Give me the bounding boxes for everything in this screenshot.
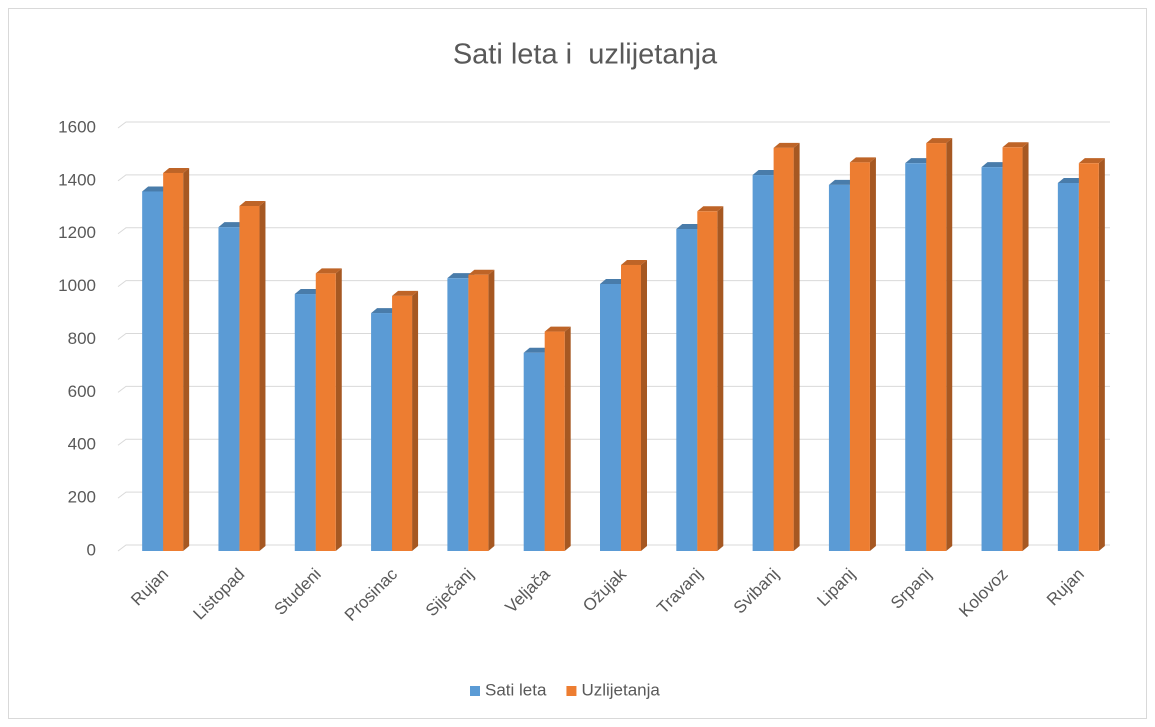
- legend-swatch: [566, 686, 577, 696]
- bar-top: [752, 170, 780, 176]
- bar-top: [1002, 142, 1029, 148]
- legend-label: Uzlijetanja: [581, 680, 660, 699]
- bar: [773, 147, 794, 551]
- bar: [239, 205, 260, 551]
- bar: [1057, 182, 1079, 552]
- legend-swatch: [470, 686, 480, 696]
- bar-top: [392, 290, 419, 296]
- bar-top: [447, 273, 475, 279]
- bar-top: [218, 222, 246, 228]
- bar-top: [315, 268, 342, 274]
- bar: [849, 162, 870, 551]
- bar: [926, 143, 947, 551]
- bar-top: [905, 158, 933, 164]
- bar-top: [468, 269, 495, 275]
- bar: [523, 352, 545, 551]
- y-tick-label: 600: [68, 382, 96, 401]
- bar: [981, 167, 1003, 551]
- bar-side: [793, 142, 800, 551]
- bar-side: [259, 200, 266, 551]
- y-tick-label: 800: [68, 329, 96, 348]
- bar-top: [828, 179, 856, 185]
- bar-top: [1057, 177, 1085, 183]
- bar-top: [697, 206, 724, 212]
- grid-line: [117, 121, 1110, 129]
- bar: [544, 331, 565, 551]
- bar: [218, 227, 240, 551]
- bar-top: [163, 167, 190, 173]
- bar-top: [371, 308, 399, 314]
- bar-top: [773, 142, 800, 148]
- bar: [163, 172, 184, 551]
- bar-top: [849, 157, 876, 163]
- bar-side: [946, 138, 953, 551]
- bar-top: [676, 223, 704, 229]
- y-tick-label: 200: [68, 488, 96, 507]
- bar-side: [717, 206, 724, 551]
- bar-top: [926, 138, 953, 144]
- bar-side: [412, 290, 419, 551]
- bar-top: [239, 200, 266, 206]
- bar: [828, 184, 850, 551]
- chart-border: [8, 8, 1147, 719]
- bar: [468, 274, 489, 551]
- bar: [1078, 163, 1099, 552]
- bar-side: [641, 259, 647, 551]
- bar-top: [981, 162, 1009, 168]
- bar: [392, 295, 413, 551]
- bar: [752, 175, 774, 551]
- bar: [294, 294, 316, 551]
- legend-label: Sati leta: [485, 680, 547, 699]
- chart-title: Sati leta i uzlijetanja: [453, 39, 718, 71]
- bar-side: [869, 157, 876, 551]
- bar-side: [1098, 158, 1105, 552]
- bar-top: [523, 347, 551, 353]
- y-tick-label: 400: [68, 435, 96, 454]
- bar: [697, 211, 718, 551]
- y-tick-label: 1600: [58, 117, 96, 136]
- y-tick-label: 1000: [58, 276, 96, 295]
- bar: [600, 283, 621, 551]
- bar-top: [142, 186, 170, 192]
- bar-side: [335, 268, 342, 551]
- bar-side: [488, 269, 495, 551]
- bar-top: [544, 326, 571, 332]
- bar-top: [1078, 158, 1105, 164]
- bar: [447, 278, 469, 551]
- bar-top: [621, 259, 647, 265]
- bar: [621, 264, 641, 551]
- bar: [371, 313, 393, 551]
- bar: [676, 228, 698, 551]
- bar: [142, 191, 164, 551]
- bar-top: [600, 278, 627, 284]
- bar: [1002, 147, 1023, 551]
- bar-top: [294, 289, 322, 295]
- bar-side: [1022, 142, 1029, 551]
- bar: [905, 163, 927, 552]
- y-tick-label: 1400: [58, 170, 96, 189]
- bar-side: [564, 326, 571, 551]
- bar: [315, 273, 336, 551]
- y-tick-label: 0: [87, 540, 96, 559]
- y-tick-label: 1200: [58, 223, 96, 242]
- bar-side: [183, 167, 190, 551]
